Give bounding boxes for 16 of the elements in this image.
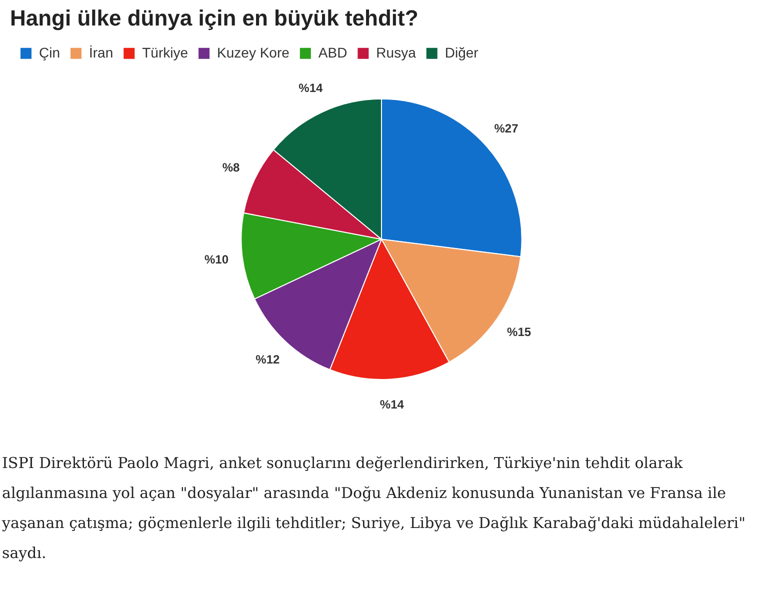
data-label: %8 [222, 160, 240, 175]
legend-label: Çin [39, 44, 60, 60]
text: ISPI Direktörü Paolo Magri, anket sonuçlarını değerlendirirken, Türkiye'nin tehdit olarak algılanmasına yol açan "dosyalar" arasında "Doğu Akdeniz konusunda Yunanistan ve Fransa ile yaşanan çatışma; göçmenlerle ilgili tehditler; Suriye, Libya ve Dağlık Karabağ'daki müdahaleleri" saydı. [2, 453, 747, 564]
chart-title: Hangi ülke dünya için en büyük tehdit? [10, 5, 418, 30]
data-label: %14 [298, 81, 324, 96]
legend-label: İran [89, 44, 114, 60]
legend-label: ABD [318, 44, 348, 60]
legend-label: Rusya [376, 44, 416, 60]
data-label: %10 [204, 252, 229, 266]
data-label: %14 [380, 397, 404, 412]
data-label: %15 [507, 324, 532, 339]
legend-label: Kuzey Kore [217, 44, 290, 60]
legend-label: Türkiye [142, 44, 188, 60]
data-label: %27 [494, 122, 519, 136]
data-label: %12 [256, 352, 280, 367]
legend-label: Diğer [444, 44, 479, 60]
